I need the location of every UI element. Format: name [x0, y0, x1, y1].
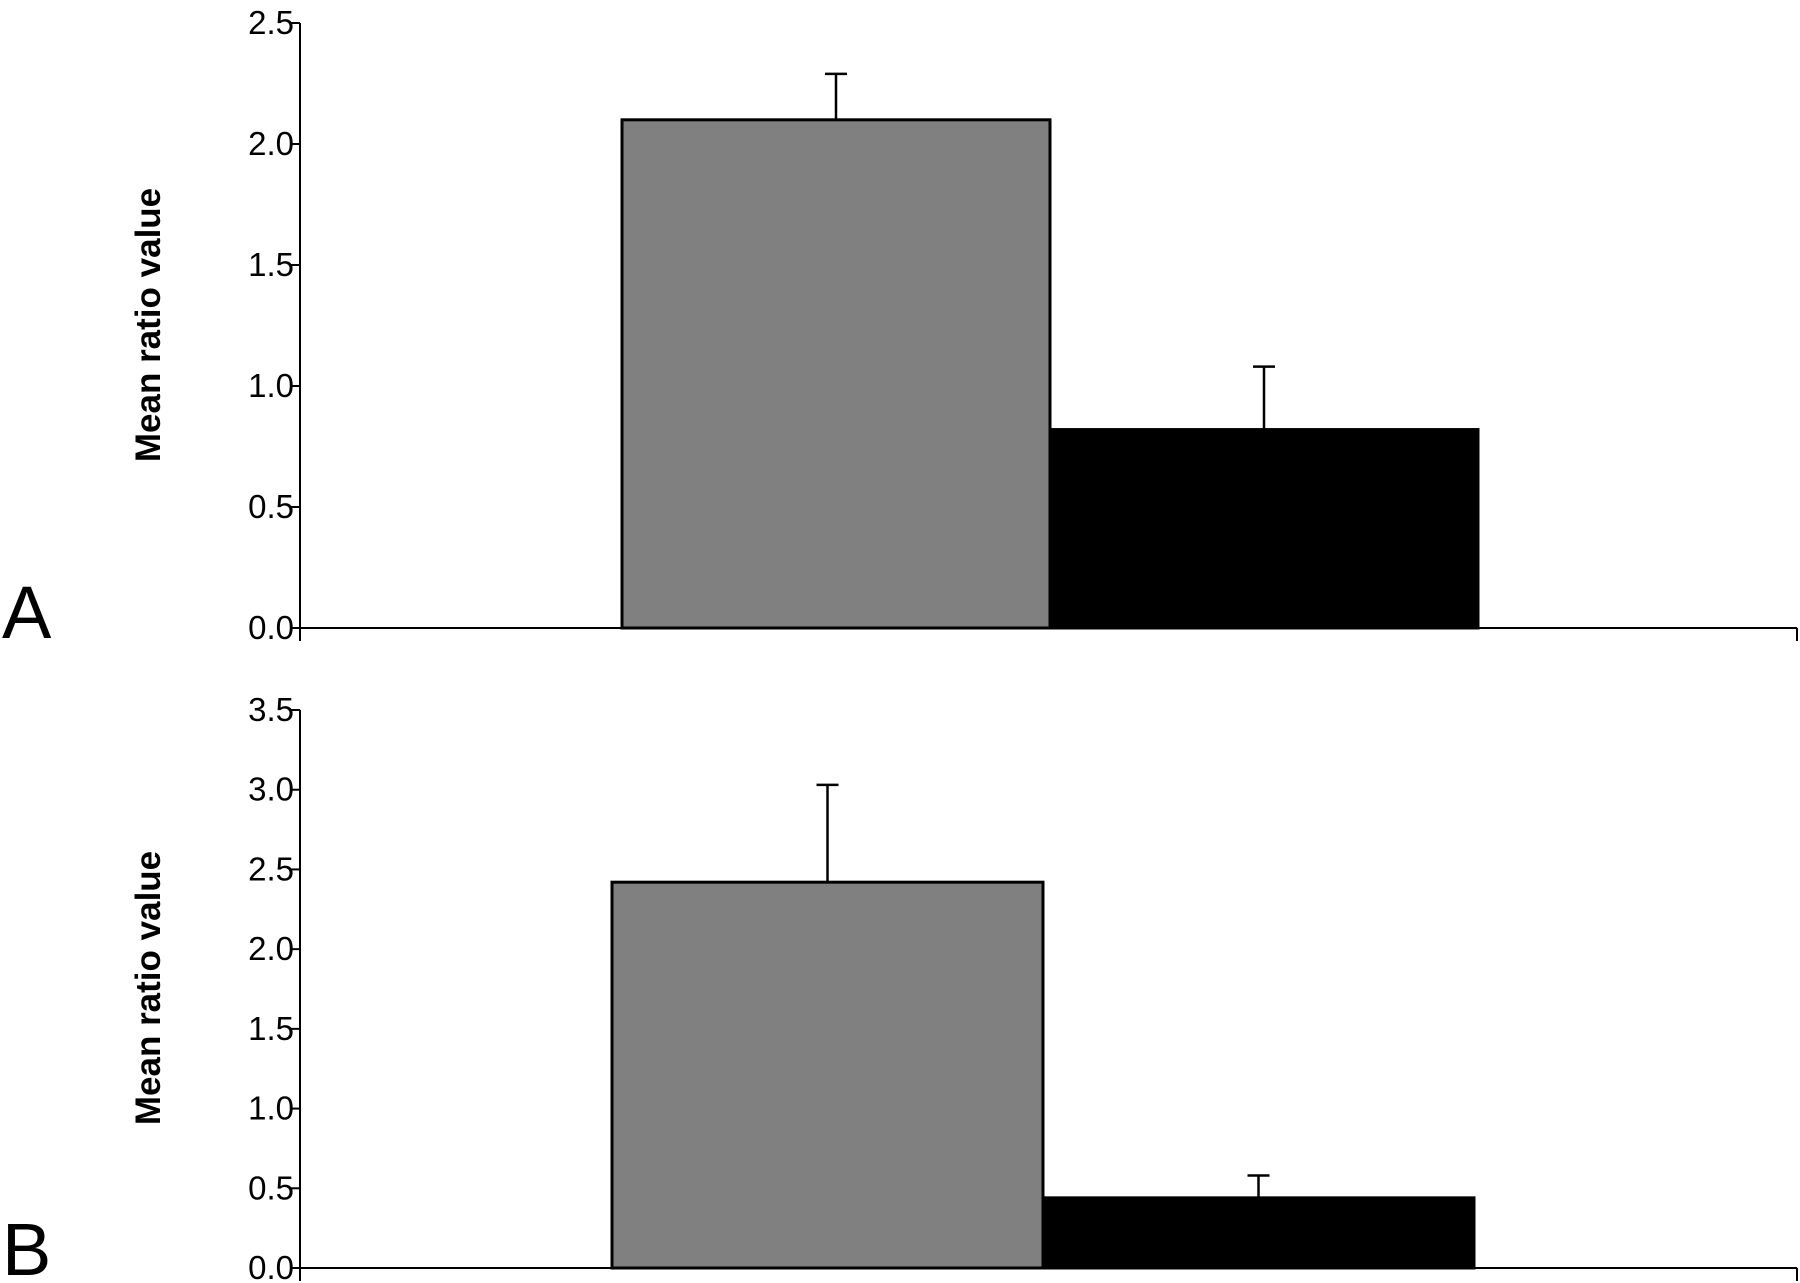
y-axis-title: Mean ratio value: [129, 851, 168, 1125]
y-tick-label: 2.5: [248, 4, 294, 41]
y-tick-label: 0.0: [248, 1249, 294, 1283]
panel-letter: B: [2, 1208, 51, 1283]
bar: [610, 880, 1045, 1270]
y-tick-label: 3.0: [248, 771, 294, 808]
panel-letter: A: [2, 571, 52, 654]
y-tick-label: 1.5: [248, 1010, 294, 1047]
y-tick-label: 0.5: [248, 1169, 294, 1206]
y-tick-label: 0.0: [248, 609, 294, 646]
bar: [1041, 1196, 1476, 1270]
y-tick-label: 2.0: [248, 930, 294, 967]
y-axis-title: Mean ratio value: [129, 188, 168, 462]
y-tick-label: 1.0: [248, 367, 294, 404]
y-tick-label: 2.5: [248, 850, 294, 887]
panel-a: 0.0 0.5 1.0 1.5 2.0 2.5 Mean ratio value A: [2, 4, 1798, 654]
panel-b: 0.0 0.5 1.0 1.5 2.0 2.5 3.0 3.5 Mean ratio value…: [2, 691, 1798, 1283]
y-tick-label: 3.5: [248, 691, 294, 728]
y-tick-label: 2.0: [248, 125, 294, 162]
y-tick-label: 1.5: [248, 246, 294, 283]
y-tick-label: 1.0: [248, 1090, 294, 1127]
bar: [1048, 428, 1480, 630]
y-tick-label: 0.5: [248, 488, 294, 525]
bar: [620, 118, 1052, 630]
